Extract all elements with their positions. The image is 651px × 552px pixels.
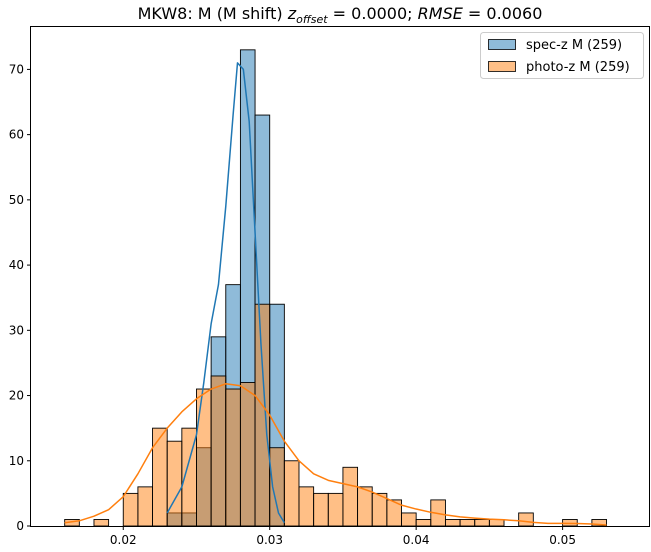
y-tick-label: 40 bbox=[9, 258, 24, 272]
y-tick-label: 0 bbox=[16, 519, 24, 533]
legend-box bbox=[480, 32, 644, 79]
y-tick-label: 50 bbox=[9, 193, 24, 207]
photo-z-bar bbox=[283, 460, 300, 527]
x-tick-label: 0.03 bbox=[256, 533, 283, 547]
photo-z-bar bbox=[488, 519, 505, 527]
photo-z-bar bbox=[415, 519, 432, 527]
photo-z-bar bbox=[357, 486, 373, 527]
y-axis-ticks: 0 10 20 30 40 50 60 70 bbox=[9, 62, 31, 533]
y-tick-label: 70 bbox=[9, 62, 24, 76]
legend-swatch-spec bbox=[488, 39, 516, 50]
photo-z-bar bbox=[327, 492, 344, 527]
photo-z-bar bbox=[342, 466, 359, 527]
photo-z-bar bbox=[225, 388, 241, 527]
photo-z-bar bbox=[166, 440, 183, 527]
photo-z-kde-line bbox=[64, 383, 607, 526]
photo-z-bars bbox=[64, 303, 607, 527]
photo-z-bar bbox=[210, 375, 227, 527]
legend-swatch-photo bbox=[488, 61, 516, 72]
photo-z-bar bbox=[518, 512, 534, 527]
y-tick-label: 30 bbox=[9, 323, 24, 337]
legend-label-spec: spec-z M (259) bbox=[526, 38, 622, 53]
photo-z-bar bbox=[137, 486, 153, 527]
x-axis-ticks: 0.02 0.03 0.04 0.05 bbox=[110, 526, 576, 547]
spec-z-kde-line bbox=[166, 62, 285, 524]
photo-z-bar bbox=[313, 492, 329, 527]
y-tick-label: 20 bbox=[9, 389, 24, 403]
legend-label-photo: photo-z M (259) bbox=[526, 60, 630, 75]
legend: spec-z M (259) photo-z M (259) bbox=[480, 32, 644, 79]
chart-title: MKW8: M (M shift) zoffset = 0.0000; RMSE… bbox=[138, 4, 543, 26]
photo-z-bar bbox=[254, 303, 271, 527]
photo-z-bar bbox=[401, 512, 417, 527]
photo-z-bar bbox=[152, 427, 168, 527]
photo-z-bar bbox=[93, 519, 110, 527]
x-tick-label: 0.02 bbox=[110, 533, 137, 547]
x-tick-label: 0.04 bbox=[403, 533, 430, 547]
photo-z-bar bbox=[459, 519, 476, 527]
kde-curves bbox=[64, 62, 607, 526]
photo-z-bar bbox=[196, 388, 212, 527]
y-tick-label: 10 bbox=[9, 454, 24, 468]
photo-z-bar bbox=[239, 382, 256, 527]
photo-z-bar bbox=[444, 519, 461, 527]
plot-frame bbox=[30, 26, 650, 527]
photo-z-bar bbox=[122, 492, 139, 527]
photo-z-bar bbox=[298, 486, 315, 527]
y-tick-label: 60 bbox=[9, 128, 24, 142]
x-tick-label: 0.05 bbox=[549, 533, 576, 547]
photo-z-bar bbox=[474, 519, 490, 527]
